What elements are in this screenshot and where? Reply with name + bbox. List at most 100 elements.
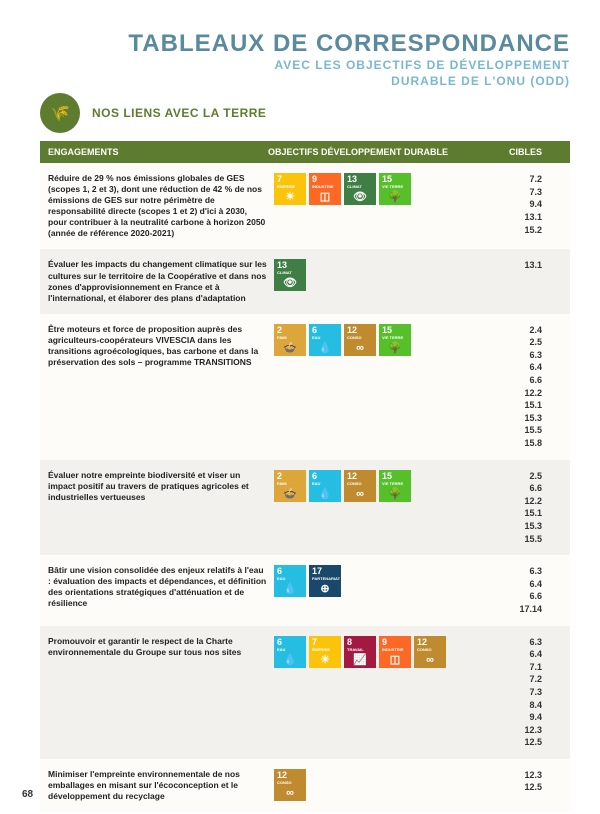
- sdg-label: FAIM: [277, 482, 287, 486]
- earth-badge-icon: 🌾: [40, 93, 80, 133]
- engagement-text: Être moteurs et force de proposition aup…: [48, 324, 268, 450]
- sdg-icon: ∞: [344, 488, 376, 500]
- sdg-icon: 👁: [344, 190, 376, 203]
- sdg-number: 7: [312, 638, 317, 647]
- sdg-tile-9: 9INDUSTRIE◫: [309, 173, 341, 205]
- sdg-label: INDUSTRIE: [312, 185, 334, 189]
- sdg-icon: 🍲: [274, 487, 306, 500]
- sdg-icons: 2FAIM🍲6EAU💧12CONSO∞15VIE TERRE🌳: [274, 324, 474, 450]
- sdg-number: 6: [312, 326, 317, 335]
- sdg-number: 8: [347, 638, 352, 647]
- cibles-list: 2.56.612.215.115.315.5: [480, 470, 562, 546]
- sdg-label: VIE TERRE: [382, 336, 403, 340]
- sdg-icon: ◫: [379, 653, 411, 666]
- sdg-label: ÉNERGIE: [312, 648, 330, 652]
- sdg-icon: ∞: [274, 787, 306, 799]
- sdg-number: 2: [277, 326, 282, 335]
- sdg-icon: ◫: [309, 190, 341, 203]
- sdg-tile-15: 15VIE TERRE🌳: [379, 324, 411, 356]
- sdg-icon: 🌳: [379, 487, 411, 500]
- sdg-number: 12: [277, 771, 287, 780]
- sdg-label: CONSO: [347, 336, 362, 340]
- sdg-tile-2: 2FAIM🍲: [274, 470, 306, 502]
- sdg-label: INDUSTRIE: [382, 648, 404, 652]
- sdg-label: CLIMAT: [277, 271, 292, 275]
- sdg-label: PARTENARIAT: [312, 577, 340, 581]
- sdg-tile-7: 7ÉNERGIE☀: [309, 636, 341, 668]
- table-row: Réduire de 29 % nos émissions globales d…: [40, 163, 570, 249]
- sdg-tile-12: 12CONSO ∞: [344, 470, 376, 502]
- sdg-tile-12: 12CONSO∞: [344, 324, 376, 356]
- sdg-number: 13: [347, 175, 357, 184]
- sdg-tile-8: 8TRAVAIL📈: [344, 636, 376, 668]
- subtitle-line2: DURABLE DE L'ONU (ODD): [40, 74, 570, 90]
- sdg-number: 15: [382, 326, 392, 335]
- sdg-label: TRAVAIL: [347, 648, 364, 652]
- sdg-label: CONSO: [277, 781, 292, 785]
- sdg-tile-6: 6EAU💧: [309, 470, 341, 502]
- main-title: TABLEAUX DE CORRESPONDANCE: [40, 30, 570, 58]
- sdg-number: 17: [312, 567, 322, 576]
- sdg-label: EAU: [312, 482, 320, 486]
- sdg-icon: 💧: [274, 582, 306, 595]
- sdg-icons: 2FAIM🍲6EAU💧12CONSO∞15VIE TERRE🌳: [274, 470, 474, 546]
- sdg-label: EAU: [277, 577, 285, 581]
- sdg-tile-6: 6EAU💧: [274, 636, 306, 668]
- sdg-number: 6: [277, 638, 282, 647]
- sdg-label: CONSO: [347, 482, 362, 486]
- sdg-label: CONSO: [417, 648, 432, 652]
- sdg-icons: 6EAU💧7ÉNERGIE☀8TRAVAIL📈9INDUSTRIE◫12CONS…: [274, 636, 474, 749]
- sdg-tile-12: 12CONSO ∞: [414, 636, 446, 668]
- table-row: Évaluer les impacts du changement climat…: [40, 249, 570, 313]
- sdg-icon: 📈: [344, 653, 376, 666]
- sdg-icon: 💧: [309, 341, 341, 354]
- sdg-number: 15: [382, 472, 392, 481]
- sdg-number: 9: [382, 638, 387, 647]
- sdg-icon: 💧: [274, 653, 306, 666]
- sdg-icon: 👁: [274, 276, 306, 289]
- sdg-tile-6: 6EAU💧: [309, 324, 341, 356]
- table-header: ENGAGEMENTS OBJECTIFS DÉVELOPPEMENT DURA…: [40, 141, 570, 163]
- section-header: 🌾 NOS LIENS AVEC LA TERRE: [40, 93, 570, 133]
- col-engagements: ENGAGEMENTS: [48, 147, 268, 157]
- sdg-icon: ∞: [414, 654, 446, 666]
- engagement-text: Minimiser l'empreinte environnementale d…: [48, 769, 268, 802]
- cibles-list: 13.1: [480, 259, 562, 303]
- cibles-list: 7.27.39.413.115.2: [480, 173, 562, 239]
- sdg-number: 2: [277, 472, 282, 481]
- table-row: Minimiser l'empreinte environnementale d…: [40, 759, 570, 812]
- engagement-text: Promouvoir et garantir le respect de la …: [48, 636, 268, 749]
- sdg-number: 9: [312, 175, 317, 184]
- table-row: Promouvoir et garantir le respect de la …: [40, 626, 570, 759]
- sdg-label: FAIM: [277, 336, 287, 340]
- sdg-number: 7: [277, 175, 282, 184]
- sdg-tile-15: 15VIE TERRE🌳: [379, 173, 411, 205]
- sdg-label: VIE TERRE: [382, 482, 403, 486]
- sdg-tile-15: 15VIE TERRE🌳: [379, 470, 411, 502]
- sdg-icons: 7ÉNERGIE☀9INDUSTRIE◫13CLIMAT👁15VIE TERRE…: [274, 173, 474, 239]
- sdg-tile-13: 13CLIMAT👁: [344, 173, 376, 205]
- sdg-label: ÉNERGIE: [277, 185, 295, 189]
- subtitle-line1: AVEC LES OBJECTIFS DE DÉVELOPPEMENT: [40, 58, 570, 74]
- sdg-label: EAU: [312, 336, 320, 340]
- sdg-icon: 🌳: [379, 190, 411, 203]
- sdg-label: CLIMAT: [347, 185, 362, 189]
- sdg-tile-17: 17PARTENARIAT⊕: [309, 565, 341, 597]
- sdg-icons: 13CLIMAT👁: [274, 259, 474, 303]
- sdg-number: 12: [417, 638, 427, 647]
- col-cibles: CIBLES: [468, 147, 562, 157]
- sdg-number: 12: [347, 472, 357, 481]
- cibles-list: 2.42.56.36.46.612.215.115.315.515.8: [480, 324, 562, 450]
- sdg-number: 13: [277, 261, 287, 270]
- cibles-list: 12.312.5: [480, 769, 562, 802]
- cibles-list: 6.36.46.617.14: [480, 565, 562, 615]
- col-odd: OBJECTIFS DÉVELOPPEMENT DURABLE: [268, 147, 468, 157]
- sdg-number: 15: [382, 175, 392, 184]
- table-row: Être moteurs et force de proposition aup…: [40, 314, 570, 460]
- sdg-icon: ∞: [344, 342, 376, 354]
- table-body: Réduire de 29 % nos émissions globales d…: [40, 163, 570, 812]
- sdg-icon: 💧: [309, 487, 341, 500]
- sdg-tile-2: 2FAIM🍲: [274, 324, 306, 356]
- engagement-text: Bâtir une vision consolidée des enjeux r…: [48, 565, 268, 615]
- badge-glyph: 🌾: [50, 103, 70, 123]
